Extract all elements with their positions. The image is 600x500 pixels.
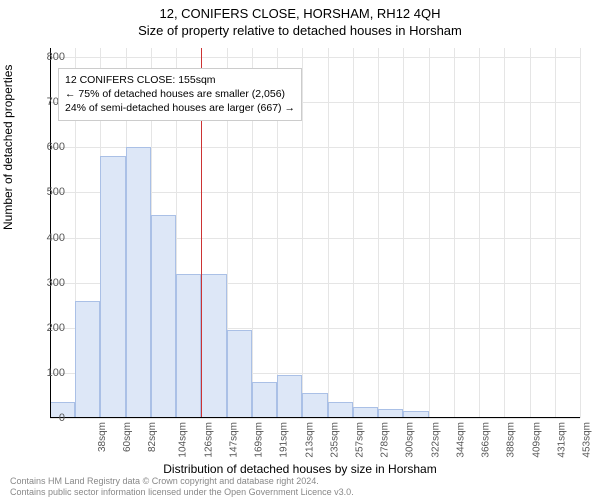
x-tick-label: 126sqm — [203, 422, 214, 458]
x-tick-label: 82sqm — [147, 422, 158, 452]
x-tick-label: 60sqm — [122, 422, 133, 452]
gridline-v — [328, 48, 329, 418]
gridline-v — [378, 48, 379, 418]
histogram-bar — [100, 156, 125, 418]
y-tick-label: 600 — [25, 141, 65, 153]
x-tick-label: 409sqm — [531, 422, 542, 458]
y-tick-label: 200 — [25, 322, 65, 334]
x-tick-label: 300sqm — [405, 422, 416, 458]
y-tick-label: 400 — [25, 232, 65, 244]
gridline-h — [50, 57, 580, 58]
x-tick-label: 213sqm — [304, 422, 315, 458]
histogram-bar — [328, 402, 353, 418]
x-tick-label: 453sqm — [582, 422, 593, 458]
gridline-v — [429, 48, 430, 418]
histogram-bar — [227, 330, 252, 418]
histogram-bar — [126, 147, 151, 418]
gridline-v — [479, 48, 480, 418]
x-tick-label: 344sqm — [456, 422, 467, 458]
x-tick-label: 147sqm — [228, 422, 239, 458]
annotation-line: ← 75% of detached houses are smaller (2,… — [65, 87, 295, 101]
histogram-bar — [151, 215, 176, 418]
y-tick-label: 100 — [25, 367, 65, 379]
attribution-text: Contains HM Land Registry data © Crown c… — [10, 476, 354, 499]
annotation-box: 12 CONIFERS CLOSE: 155sqm← 75% of detach… — [58, 68, 302, 121]
gridline-v — [403, 48, 404, 418]
x-tick-label: 257sqm — [355, 422, 366, 458]
x-tick-label: 191sqm — [279, 422, 290, 458]
x-tick-label: 104sqm — [178, 422, 189, 458]
y-axis-label: Number of detached properties — [1, 65, 15, 230]
histogram-bar — [302, 393, 327, 418]
annotation-line: 12 CONIFERS CLOSE: 155sqm — [65, 73, 295, 87]
histogram-bar — [176, 274, 201, 418]
x-tick-label: 38sqm — [97, 422, 108, 452]
gridline-v — [353, 48, 354, 418]
gridline-v — [302, 48, 303, 418]
y-tick-label: 0 — [25, 412, 65, 424]
gridline-v — [580, 48, 581, 418]
gridline-h — [50, 418, 580, 419]
annotation-line: 24% of semi-detached houses are larger (… — [65, 101, 295, 115]
gridline-v — [530, 48, 531, 418]
attribution-line: Contains public sector information licen… — [10, 487, 354, 498]
gridline-v — [555, 48, 556, 418]
x-tick-label: 278sqm — [380, 422, 391, 458]
chart-container: 12, CONIFERS CLOSE, HORSHAM, RH12 4QH Si… — [0, 0, 600, 500]
x-tick-label: 388sqm — [506, 422, 517, 458]
histogram-bar — [201, 274, 226, 418]
y-tick-label: 800 — [25, 51, 65, 63]
chart-subtitle: Size of property relative to detached ho… — [0, 23, 600, 38]
histogram-bar — [277, 375, 302, 418]
histogram-bar — [75, 301, 100, 418]
x-axis-label: Distribution of detached houses by size … — [0, 462, 600, 476]
x-tick-label: 235sqm — [329, 422, 340, 458]
gridline-v — [504, 48, 505, 418]
x-tick-label: 169sqm — [254, 422, 265, 458]
gridline-v — [454, 48, 455, 418]
x-axis — [50, 417, 580, 418]
x-tick-label: 322sqm — [430, 422, 441, 458]
chart-title: 12, CONIFERS CLOSE, HORSHAM, RH12 4QH — [0, 6, 600, 21]
y-tick-label: 500 — [25, 186, 65, 198]
y-tick-label: 300 — [25, 277, 65, 289]
attribution-line: Contains HM Land Registry data © Crown c… — [10, 476, 354, 487]
histogram-bar — [252, 382, 277, 418]
x-tick-label: 366sqm — [481, 422, 492, 458]
x-tick-label: 431sqm — [556, 422, 567, 458]
